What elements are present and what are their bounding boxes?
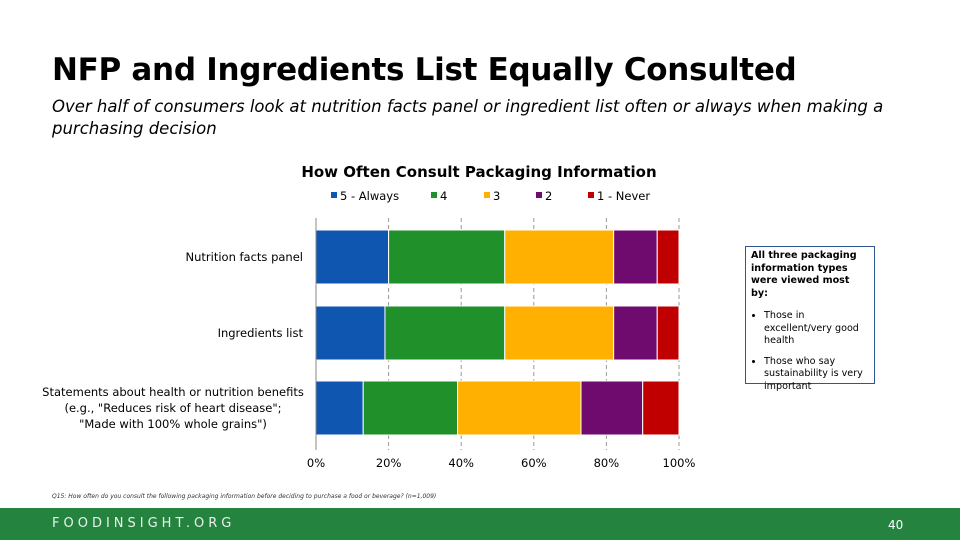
bar-segment xyxy=(315,229,390,285)
x-tick-label: 20% xyxy=(376,456,402,470)
page-number: 40 xyxy=(888,518,904,532)
legend-swatch xyxy=(588,192,594,198)
bar-segment xyxy=(315,380,364,436)
x-tick-label: 60% xyxy=(521,456,547,470)
bar-segment xyxy=(315,305,386,361)
legend-label: 1 - Never xyxy=(597,189,650,203)
footer-bar: FOODINSIGHT.ORG 40 xyxy=(0,508,960,540)
legend-swatch xyxy=(331,192,337,198)
bar-segment xyxy=(656,229,680,285)
legend-label: 2 xyxy=(545,189,552,203)
slide-subtitle: Over half of consumers look at nutrition… xyxy=(52,97,884,138)
bar-segment xyxy=(580,380,644,436)
legend-swatch xyxy=(484,192,490,198)
bar-segment xyxy=(613,229,658,285)
bar-segment xyxy=(642,380,680,436)
bar-segment xyxy=(457,380,582,436)
callout-heading: All three packaging information types we… xyxy=(751,250,857,299)
bar-segment xyxy=(362,380,459,436)
legend-label: 4 xyxy=(440,189,447,203)
stacked-bar-chart: How Often Consult Packaging Information 5… xyxy=(42,163,696,470)
category-label: Nutrition facts panel xyxy=(186,250,304,264)
bar-segment xyxy=(613,305,658,361)
x-tick-label: 80% xyxy=(594,456,620,470)
callout-bullet-2: Those who say sustainability is very imp… xyxy=(764,356,869,394)
legend-label: 5 - Always xyxy=(340,189,399,203)
slide-title: NFP and Ingredients List Equally Consult… xyxy=(52,52,797,88)
category-label: Ingredients list xyxy=(218,326,304,340)
legend-label: 3 xyxy=(493,189,500,203)
x-tick-label: 40% xyxy=(448,456,474,470)
legend-swatch xyxy=(431,192,437,198)
legend-swatch xyxy=(536,192,542,198)
bar-segment xyxy=(384,305,506,361)
bar-segment xyxy=(656,305,680,361)
x-tick-label: 100% xyxy=(663,456,696,470)
category-label: Statements about health or nutrition ben… xyxy=(42,385,304,431)
callout-list: Those in excellent/very good health Thos… xyxy=(751,310,869,393)
bar-segment xyxy=(504,305,615,361)
callout-box: All three packaging information types we… xyxy=(745,246,875,392)
bar-segment xyxy=(388,229,506,285)
footer-brand: FOODINSIGHT.ORG xyxy=(52,516,236,531)
bar-segment xyxy=(504,229,615,285)
chart-title: How Often Consult Packaging Information xyxy=(301,163,656,181)
callout-bullet-1: Those in excellent/very good health xyxy=(764,310,869,348)
survey-footnote: Q15: How often do you consult the follow… xyxy=(52,493,437,500)
x-tick-label: 0% xyxy=(307,456,325,470)
